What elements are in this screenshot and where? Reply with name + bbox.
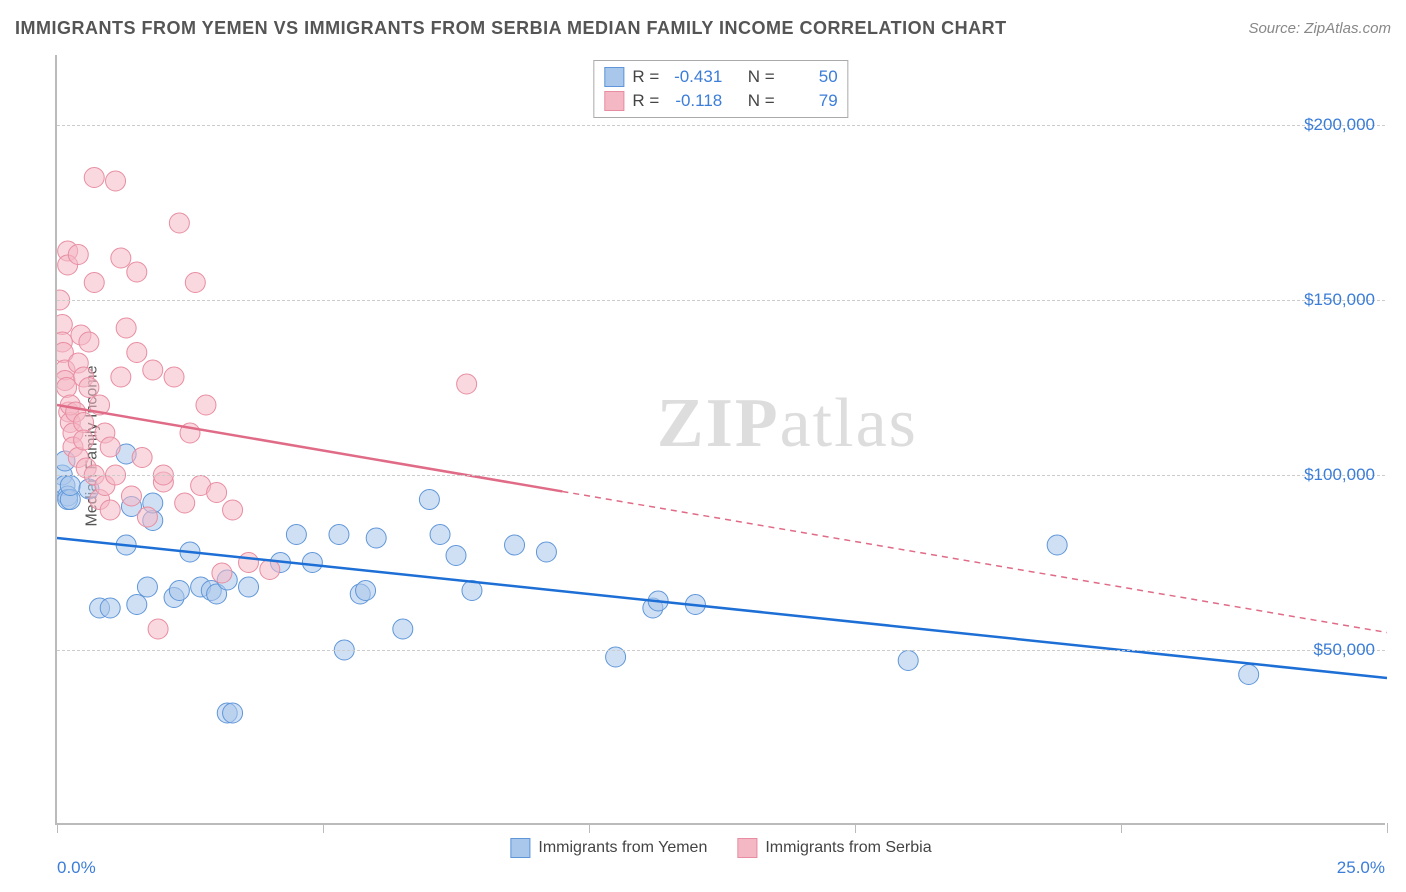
x-max-label: 25.0% xyxy=(1337,858,1385,878)
data-point xyxy=(356,581,376,601)
r-label: R = xyxy=(632,67,659,87)
data-point xyxy=(1047,535,1067,555)
x-min-label: 0.0% xyxy=(57,858,96,878)
gridline xyxy=(57,475,1385,476)
y-tick-label: $200,000 xyxy=(1304,115,1375,135)
data-point xyxy=(446,546,466,566)
swatch-yemen-icon xyxy=(510,838,530,858)
data-point xyxy=(286,525,306,545)
data-point xyxy=(329,525,349,545)
x-tick xyxy=(1387,823,1388,833)
data-point xyxy=(100,437,120,457)
legend-label-yemen: Immigrants from Yemen xyxy=(538,839,707,857)
data-point xyxy=(148,619,168,639)
data-point xyxy=(127,262,147,282)
x-tick xyxy=(57,823,58,833)
gridline xyxy=(57,650,1385,651)
n-value-yemen: 50 xyxy=(783,67,838,87)
data-point xyxy=(505,535,525,555)
legend-item-serbia: Immigrants from Serbia xyxy=(737,838,931,858)
data-point xyxy=(169,213,189,233)
x-tick xyxy=(1121,823,1122,833)
n-label: N = xyxy=(748,91,775,111)
data-point xyxy=(457,374,477,394)
y-tick-label: $50,000 xyxy=(1314,640,1375,660)
trend-line xyxy=(57,538,1387,678)
data-point xyxy=(84,168,104,188)
data-point xyxy=(127,595,147,615)
gridline xyxy=(57,300,1385,301)
data-point xyxy=(137,577,157,597)
data-point xyxy=(430,525,450,545)
data-point xyxy=(196,395,216,415)
source-label: Source: ZipAtlas.com xyxy=(1248,20,1391,37)
data-point xyxy=(239,577,259,597)
scatter-plot xyxy=(57,55,1387,825)
data-point xyxy=(1239,665,1259,685)
r-value-yemen: -0.431 xyxy=(667,67,722,87)
data-point xyxy=(106,171,126,191)
data-point xyxy=(898,651,918,671)
data-point xyxy=(57,315,72,335)
r-value-serbia: -0.118 xyxy=(667,91,722,111)
data-point xyxy=(169,581,189,601)
chart-title: IMMIGRANTS FROM YEMEN VS IMMIGRANTS FROM… xyxy=(15,18,1007,39)
legend-label-serbia: Immigrants from Serbia xyxy=(765,839,931,857)
data-point xyxy=(419,490,439,510)
data-point xyxy=(100,500,120,520)
x-tick xyxy=(589,823,590,833)
data-point xyxy=(239,553,259,573)
gridline xyxy=(57,125,1385,126)
data-point xyxy=(127,343,147,363)
n-label: N = xyxy=(748,67,775,87)
data-point xyxy=(223,703,243,723)
data-point xyxy=(79,332,99,352)
data-point xyxy=(366,528,386,548)
data-point xyxy=(79,378,99,398)
data-point xyxy=(212,563,232,583)
data-point xyxy=(60,476,80,496)
data-point xyxy=(223,500,243,520)
r-label: R = xyxy=(632,91,659,111)
chart-container: ZIPatlas R = -0.431 N = 50 R = -0.118 N … xyxy=(55,55,1385,825)
swatch-yemen-icon xyxy=(604,67,624,87)
swatch-serbia-icon xyxy=(604,91,624,111)
data-point xyxy=(164,367,184,387)
data-point xyxy=(84,273,104,293)
data-point xyxy=(111,367,131,387)
data-point xyxy=(175,493,195,513)
data-point xyxy=(111,248,131,268)
data-point xyxy=(207,483,227,503)
data-point xyxy=(57,378,77,398)
swatch-serbia-icon xyxy=(737,838,757,858)
plot-area: ZIPatlas R = -0.431 N = 50 R = -0.118 N … xyxy=(55,55,1385,825)
n-value-serbia: 79 xyxy=(783,91,838,111)
data-point xyxy=(116,318,136,338)
data-point xyxy=(132,448,152,468)
data-point xyxy=(393,619,413,639)
data-point xyxy=(100,598,120,618)
data-point xyxy=(137,507,157,527)
corr-row-serbia: R = -0.118 N = 79 xyxy=(604,89,837,113)
trend-line-dashed xyxy=(562,491,1387,632)
series-legend: Immigrants from Yemen Immigrants from Se… xyxy=(510,838,931,858)
data-point xyxy=(143,360,163,380)
data-point xyxy=(68,245,88,265)
correlation-legend: R = -0.431 N = 50 R = -0.118 N = 79 xyxy=(593,60,848,118)
data-point xyxy=(121,486,141,506)
x-tick xyxy=(323,823,324,833)
data-point xyxy=(536,542,556,562)
legend-item-yemen: Immigrants from Yemen xyxy=(510,838,707,858)
y-tick-label: $100,000 xyxy=(1304,465,1375,485)
data-point xyxy=(74,430,94,450)
data-point xyxy=(260,560,280,580)
data-point xyxy=(185,273,205,293)
data-point xyxy=(302,553,322,573)
y-tick-label: $150,000 xyxy=(1304,290,1375,310)
x-tick xyxy=(855,823,856,833)
corr-row-yemen: R = -0.431 N = 50 xyxy=(604,65,837,89)
